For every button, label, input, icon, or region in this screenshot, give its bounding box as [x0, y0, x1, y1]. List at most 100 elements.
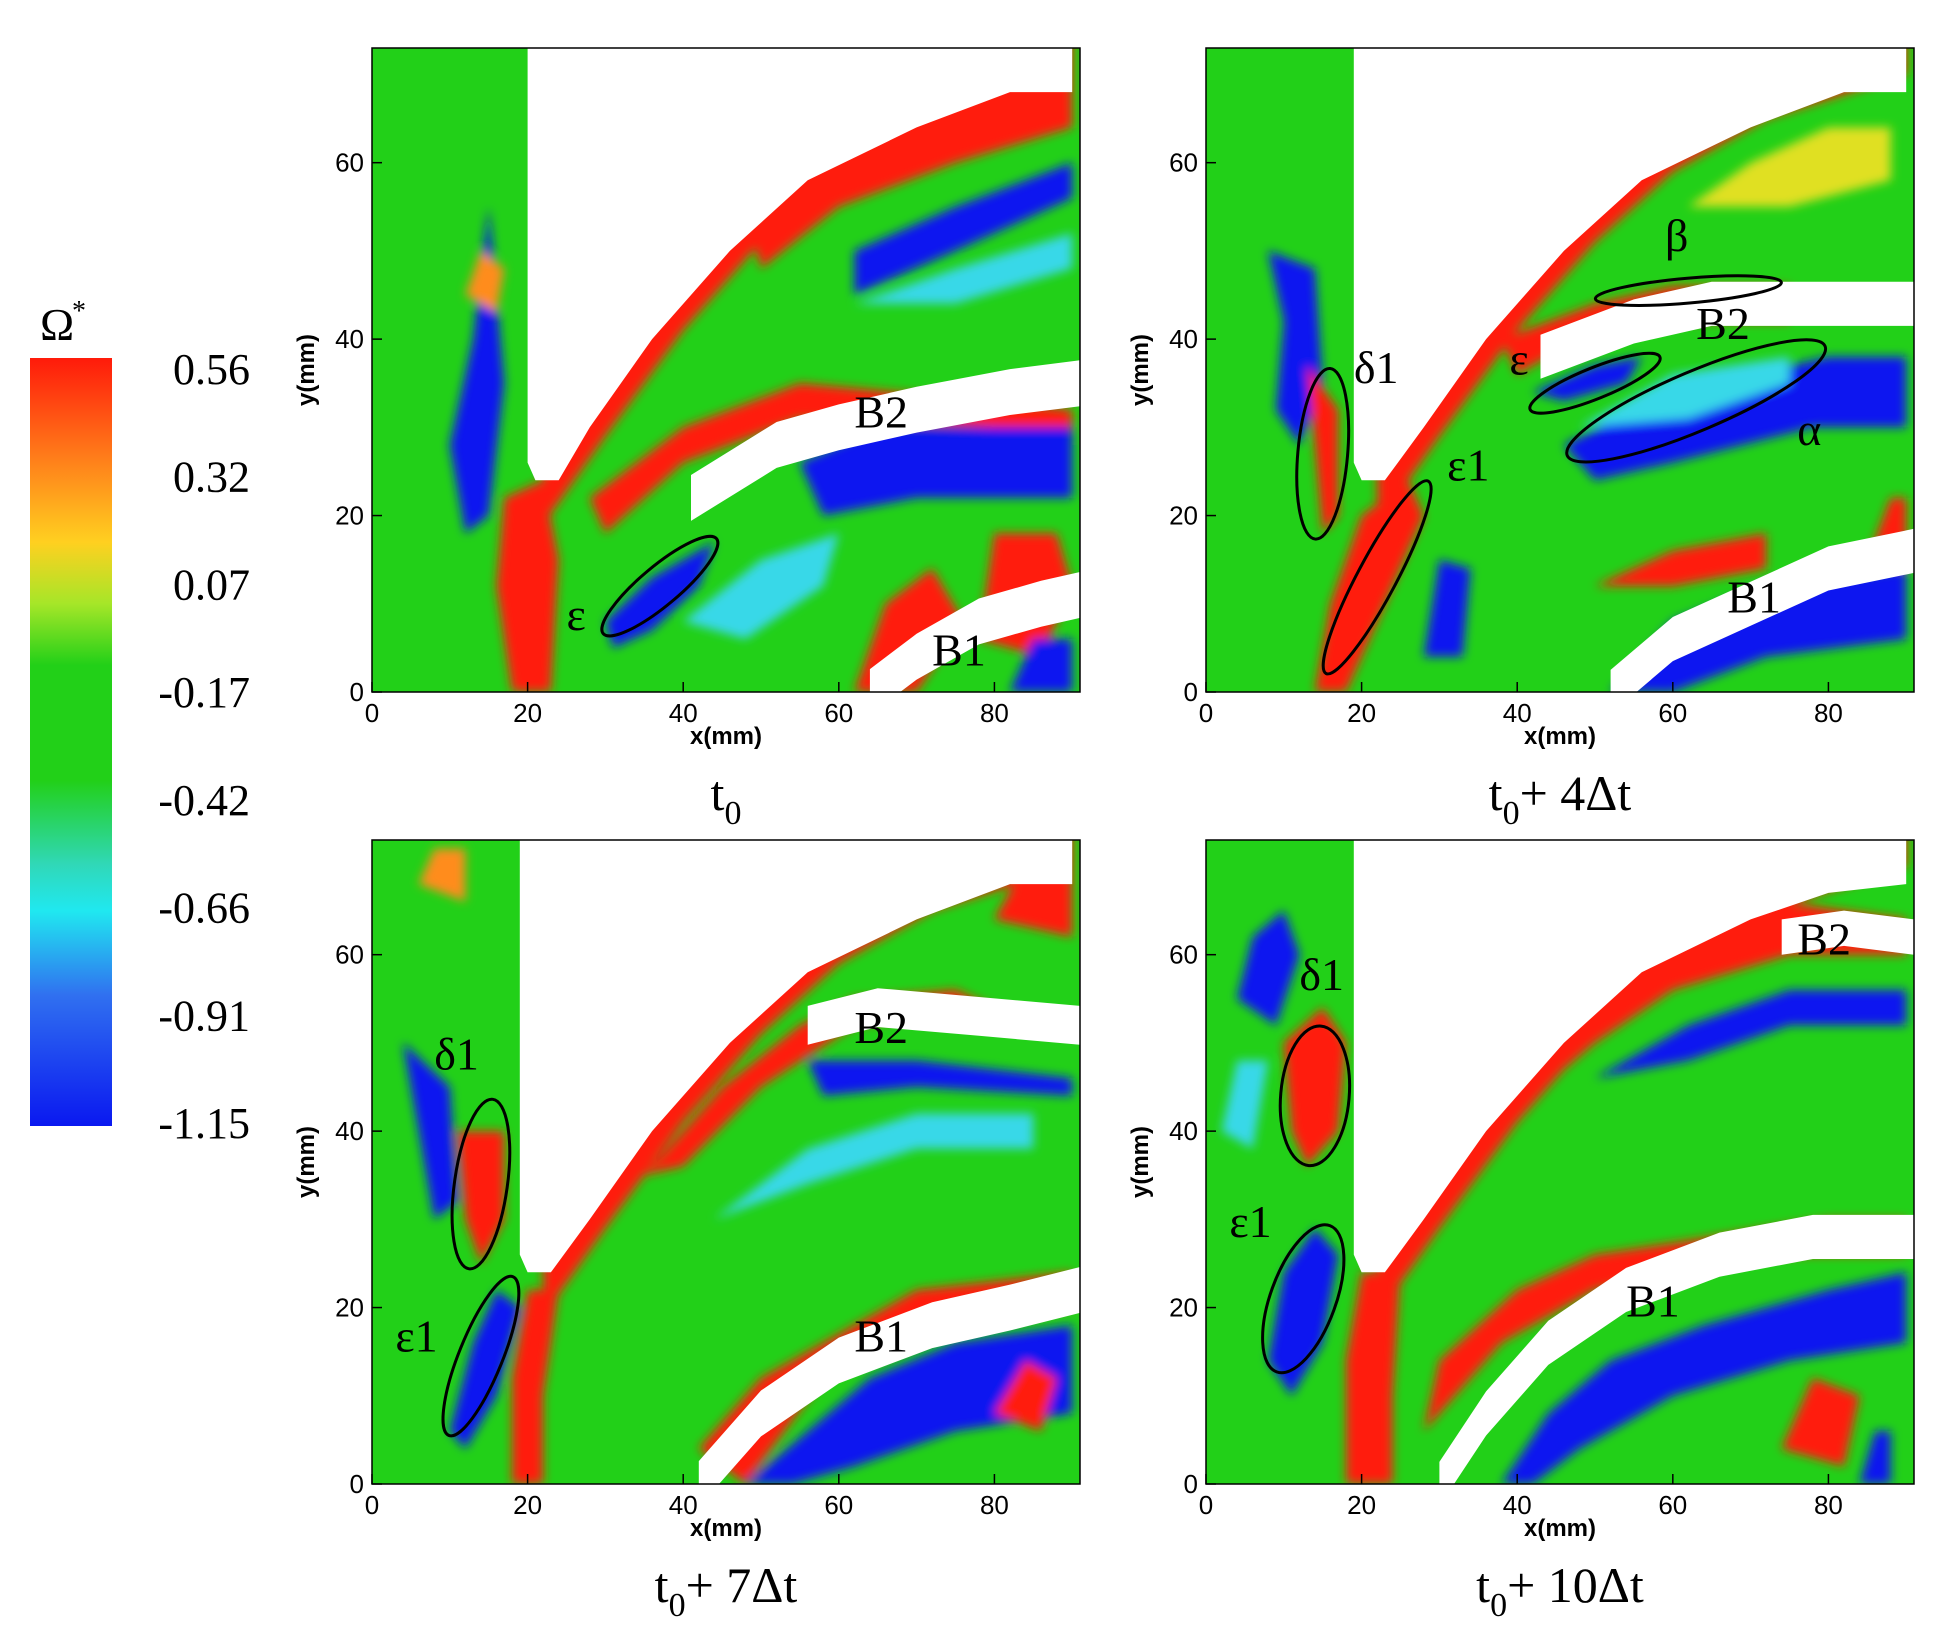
vorticity-region-cyan [683, 533, 839, 640]
annotation-label: δ1 [434, 1028, 479, 1079]
annotations: βB2 ε δ1 ε1 α B1 [1295, 210, 1828, 676]
annotation-label: β [1665, 210, 1688, 261]
vorticity-region-yellow [1688, 127, 1891, 207]
x-tick-label: 40 [669, 1490, 698, 1520]
annotations: ε B2 B1 [567, 386, 986, 675]
vorticity-region-red [1595, 533, 1767, 587]
y-axis-label: y(mm) [293, 334, 320, 406]
panel-title-base: t [711, 765, 725, 821]
y-tick-label: 60 [335, 940, 364, 970]
annotation-ellipse [1261, 1223, 1346, 1375]
x-axis-label: x(mm) [1524, 723, 1596, 750]
panel-title-rest: + 7Δt [686, 1557, 798, 1613]
vorticity-region-orange [465, 250, 505, 313]
colorbar-tick-label: 0.56 [173, 345, 250, 394]
panel-title-rest: + 4Δt [1520, 765, 1632, 821]
y-tick-label: 40 [1169, 1116, 1198, 1146]
panel-title-subscript: 0 [1490, 1587, 1507, 1624]
plot-frame [1205, 839, 1915, 1485]
y-tick-label: 60 [335, 148, 364, 178]
panel-title-subscript: 0 [669, 1587, 686, 1624]
annotation-label: ε1 [1229, 1196, 1271, 1247]
vorticity-region-blue [1423, 559, 1471, 657]
panel-title-subscript: 0 [1503, 795, 1520, 832]
vorticity-region-blue [605, 542, 715, 648]
annotation-label: δ1 [1299, 949, 1344, 1000]
vorticity-region-red [512, 1289, 559, 1484]
masked-blade [807, 988, 1080, 1045]
annotation-ellipse [600, 534, 720, 638]
colorbar-tick-label: -0.91 [158, 991, 250, 1040]
annotation-label: ε1 [395, 1311, 437, 1362]
masked-blade [869, 572, 1080, 692]
annotation-label: B1 [1727, 572, 1781, 623]
annotation-label: δ1 [1354, 342, 1399, 393]
plot-area [372, 48, 1080, 692]
vorticity-region-blue [1610, 568, 1907, 692]
masked-blade [698, 1267, 1080, 1484]
annotation-label: ε1 [1447, 439, 1489, 490]
vorticity-region-red [1781, 1378, 1860, 1467]
annotation-label: B1 [932, 625, 986, 676]
masked-wall [1353, 840, 1907, 1273]
y-tick-label: 0 [350, 1469, 364, 1499]
annotation-label: B2 [1797, 914, 1851, 965]
x-axis-label: x(mm) [1524, 1515, 1596, 1542]
vorticity-region-blue [1501, 1272, 1907, 1484]
x-axis-label: x(mm) [690, 723, 762, 750]
colorbar-legend: Ω * 0.56 0.32 0.07 -0.17 -0.42 -0.66 -0.91 -1.1… [30, 296, 250, 1148]
vorticity-region-cyan [1221, 1060, 1269, 1149]
vorticity-region-blue [1859, 1431, 1891, 1484]
x-tick-label: 80 [1814, 698, 1843, 728]
y-tick-label: 40 [335, 1116, 364, 1146]
x-tick-label: 20 [1347, 1490, 1376, 1520]
x-tick-label: 0 [365, 698, 379, 728]
annotation-label: ε [1509, 333, 1528, 384]
panel-title-base: t [655, 1557, 669, 1613]
panel-title-base: t [1476, 1557, 1490, 1613]
plot-area [1206, 48, 1914, 692]
annotation-ellipse [1528, 351, 1662, 415]
colorbar-gradient [30, 358, 112, 1126]
vorticity-region-red [457, 1131, 505, 1264]
y-axis-label: y(mm) [293, 1126, 320, 1198]
vorticity-field [449, 48, 1073, 692]
vorticity-region-blue [449, 1289, 520, 1449]
vorticity-region-blue [1532, 356, 1642, 401]
x-tick-label: 40 [669, 698, 698, 728]
annotation-label: B2 [854, 386, 908, 437]
colorbar-tick-label: 0.07 [173, 560, 250, 609]
plot-frame [1205, 47, 1915, 693]
x-tick-label: 80 [1814, 1490, 1843, 1520]
x-tick-label: 60 [1658, 698, 1687, 728]
panel-title: t0 [711, 765, 742, 832]
y-tick-label: 20 [1169, 501, 1198, 531]
colorbar-tick-label: -0.17 [158, 668, 250, 717]
annotation-ellipse [1593, 274, 1783, 307]
annotation-ellipse [1321, 479, 1433, 676]
x-tick-label: 20 [513, 698, 542, 728]
annotation-label: ε [567, 589, 586, 640]
x-tick-label: 40 [1503, 1490, 1532, 1520]
vorticity-field [1268, 48, 1907, 692]
x-tick-label: 40 [1503, 698, 1532, 728]
x-tick-label: 20 [513, 1490, 542, 1520]
vorticity-region-cyan [854, 233, 1073, 304]
y-tick-label: 0 [1184, 1469, 1198, 1499]
y-tick-label: 20 [335, 1293, 364, 1323]
panel-title: t0+ 4Δt [1489, 765, 1632, 832]
colorbar-symbol: Ω [40, 299, 74, 350]
x-tick-label: 60 [824, 1490, 853, 1520]
vorticity-region-cyan [1579, 356, 1790, 428]
vorticity-region-blue [1010, 639, 1073, 692]
annotation-label: B1 [1626, 1275, 1680, 1326]
y-tick-label: 20 [1169, 1293, 1198, 1323]
masked-wall [1353, 48, 1907, 481]
x-tick-label: 80 [980, 698, 1009, 728]
vorticity-region-red [994, 1360, 1057, 1432]
